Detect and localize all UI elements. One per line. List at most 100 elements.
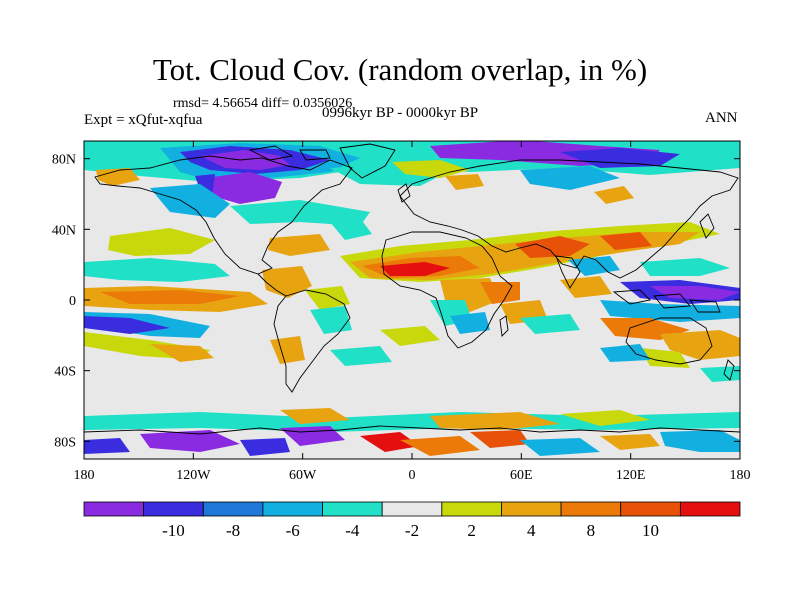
colorbar-bin bbox=[501, 501, 562, 517]
anomaly-region bbox=[84, 316, 170, 334]
anomaly-region bbox=[480, 282, 520, 304]
coast-eurasia bbox=[399, 159, 739, 279]
anomaly-region bbox=[230, 200, 370, 226]
colorbar-label: -2 bbox=[405, 521, 419, 540]
anomaly-region bbox=[380, 326, 440, 346]
plot-title: Tot. Cloud Cov. (random overlap, in %) bbox=[152, 52, 648, 87]
anomaly-region bbox=[430, 412, 560, 430]
anomaly-region bbox=[330, 218, 372, 240]
anomaly-region bbox=[650, 286, 740, 300]
x-tick-label: 0 bbox=[409, 468, 416, 483]
anomaly-region bbox=[640, 348, 690, 368]
coastlines bbox=[84, 143, 740, 435]
colorbar-label: 8 bbox=[587, 521, 596, 540]
colorbar-bin bbox=[83, 501, 145, 517]
colorbar-label: -4 bbox=[345, 521, 360, 540]
anomaly-region bbox=[280, 408, 350, 424]
season-label: ANN bbox=[705, 110, 738, 126]
anomaly-region bbox=[400, 436, 480, 456]
coast-india bbox=[555, 255, 581, 289]
anomaly-region bbox=[96, 168, 140, 186]
anomaly-region bbox=[560, 148, 680, 168]
coast-antarctica bbox=[84, 425, 740, 435]
anomaly-region bbox=[600, 434, 660, 450]
anomaly-region bbox=[660, 430, 740, 452]
colorbar-bin bbox=[560, 501, 622, 517]
anomaly-region bbox=[700, 366, 740, 382]
anomaly-region bbox=[600, 344, 650, 362]
stats-text: rmsd= 4.56654 diff= 0.0356026 bbox=[173, 96, 353, 111]
coast-central-america bbox=[257, 273, 287, 297]
y-tick-label: 40S bbox=[54, 365, 76, 380]
colorbar-label: -10 bbox=[162, 521, 185, 540]
y-tick-label: 80N bbox=[52, 153, 76, 168]
anomaly-field bbox=[84, 141, 740, 456]
coast-australia bbox=[625, 317, 713, 365]
y-tick-label: 40N bbox=[52, 223, 76, 238]
map-panel bbox=[83, 140, 741, 460]
coast-japan bbox=[699, 213, 715, 239]
x-axis: 180 120W 60W 0 60E 120E 180 bbox=[74, 141, 751, 483]
x-tick-label: 60E bbox=[510, 468, 533, 483]
anomaly-region bbox=[360, 432, 420, 452]
colorbar-bin bbox=[381, 501, 443, 517]
anomaly-region bbox=[600, 232, 652, 250]
coast-greenland bbox=[339, 143, 396, 179]
experiment-label: Expt = xQfut-xqfua bbox=[84, 112, 203, 128]
anomaly-region bbox=[262, 266, 312, 298]
coast-africa bbox=[381, 231, 513, 349]
anomaly-region bbox=[520, 314, 580, 334]
anomaly-region bbox=[392, 160, 470, 178]
coast-uk bbox=[397, 183, 411, 203]
anomaly-region bbox=[310, 306, 352, 334]
x-tick-label: 120W bbox=[176, 468, 211, 483]
colorbar-bin bbox=[322, 501, 383, 517]
y-axis: 80N 40N 0 40S 80S bbox=[52, 153, 740, 450]
anomaly-region bbox=[84, 438, 130, 454]
coast-new-zealand bbox=[723, 359, 735, 381]
coast-madagascar bbox=[499, 315, 509, 337]
anomaly-region bbox=[150, 344, 214, 362]
anomaly-region bbox=[600, 300, 740, 322]
anomaly-region bbox=[560, 410, 650, 426]
coast-maritime-continent bbox=[612, 289, 721, 313]
coast-north-america bbox=[94, 155, 353, 275]
anomaly-region bbox=[330, 346, 392, 366]
anomaly-region bbox=[150, 184, 230, 218]
colorbar-bin bbox=[620, 501, 681, 517]
anomaly-region bbox=[594, 186, 634, 204]
anomaly-region bbox=[515, 236, 590, 258]
anomaly-region bbox=[560, 276, 612, 298]
colorbar-label: 2 bbox=[467, 521, 476, 540]
coast-south-america bbox=[273, 289, 351, 393]
colorbar-label: -6 bbox=[286, 521, 300, 540]
anomaly-region bbox=[140, 430, 240, 452]
x-tick-label: 60W bbox=[289, 468, 317, 483]
colorbar-label: 4 bbox=[527, 521, 536, 540]
anomaly-region bbox=[445, 174, 484, 190]
colorbar-bin bbox=[441, 501, 502, 517]
anomaly-region bbox=[108, 228, 215, 256]
colorbar-label: -8 bbox=[226, 521, 240, 540]
y-tick-label: 0 bbox=[69, 294, 76, 309]
anomaly-region bbox=[268, 234, 330, 256]
colorbar-bin bbox=[679, 501, 741, 517]
anomaly-region bbox=[205, 172, 282, 204]
anomaly-region bbox=[195, 174, 215, 196]
period-label: 0996kyr BP - 0000kyr BP bbox=[322, 105, 479, 121]
anomaly-region bbox=[200, 150, 290, 170]
anomaly-region bbox=[84, 258, 230, 282]
colorbar-bin bbox=[202, 501, 264, 517]
x-tick-label: 120E bbox=[616, 468, 646, 483]
anomaly-region bbox=[450, 312, 490, 334]
coast-arctic-islands bbox=[248, 145, 331, 161]
x-tick-label: 180 bbox=[74, 468, 95, 483]
anomaly-region bbox=[100, 290, 240, 304]
anomaly-region bbox=[380, 262, 450, 276]
anomaly-region bbox=[240, 438, 290, 456]
anomaly-region bbox=[520, 438, 600, 456]
anomaly-region bbox=[520, 166, 620, 190]
colorbar-bin bbox=[262, 501, 323, 517]
colorbar: -10 -8 -6 -4 -2 2 4 8 10 bbox=[83, 501, 741, 540]
